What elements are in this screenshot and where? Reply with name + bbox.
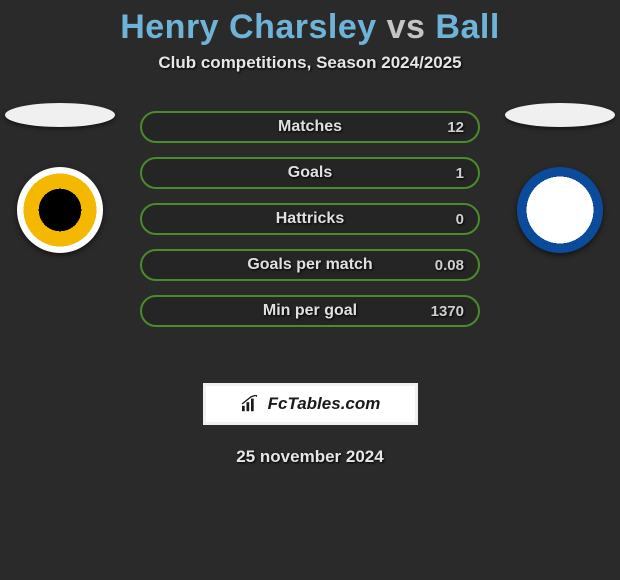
left-ellipse: [5, 103, 115, 127]
stat-label: Min per goal: [263, 302, 357, 320]
stat-label: Matches: [278, 118, 342, 136]
left-club-column: [0, 103, 120, 253]
wimbledon-logo: [517, 167, 603, 253]
date-text: 25 november 2024: [0, 447, 620, 467]
stat-value: 0: [456, 211, 464, 228]
stat-row-hattricks: Hattricks 0: [140, 203, 480, 235]
stat-value: 1: [456, 165, 464, 182]
stat-value: 12: [447, 119, 464, 136]
stat-label: Hattricks: [276, 210, 344, 228]
player1-name: Henry Charsley: [120, 8, 376, 46]
stat-row-min-per-goal: Min per goal 1370: [140, 295, 480, 327]
player2-name: Ball: [435, 8, 499, 46]
vs-text: vs: [387, 8, 426, 46]
subtitle: Club competitions, Season 2024/2025: [0, 53, 620, 73]
brand-text: FcTables.com: [268, 394, 381, 414]
stat-value: 0.08: [435, 257, 464, 274]
newport-county-logo: [17, 167, 103, 253]
stat-row-goals-per-match: Goals per match 0.08: [140, 249, 480, 281]
stat-value: 1370: [431, 303, 464, 320]
stat-label: Goals: [288, 164, 332, 182]
main-content: Matches 12 Goals 1 Hattricks 0 Goals per…: [0, 111, 620, 361]
stat-row-matches: Matches 12: [140, 111, 480, 143]
stat-label: Goals per match: [247, 256, 372, 274]
chart-icon: [240, 395, 262, 413]
stat-row-goals: Goals 1: [140, 157, 480, 189]
stats-list: Matches 12 Goals 1 Hattricks 0 Goals per…: [140, 111, 480, 327]
comparison-title: Henry Charsley vs Ball: [0, 0, 620, 47]
brand-box[interactable]: FcTables.com: [203, 383, 418, 425]
right-club-column: [500, 103, 620, 253]
right-ellipse: [505, 103, 615, 127]
